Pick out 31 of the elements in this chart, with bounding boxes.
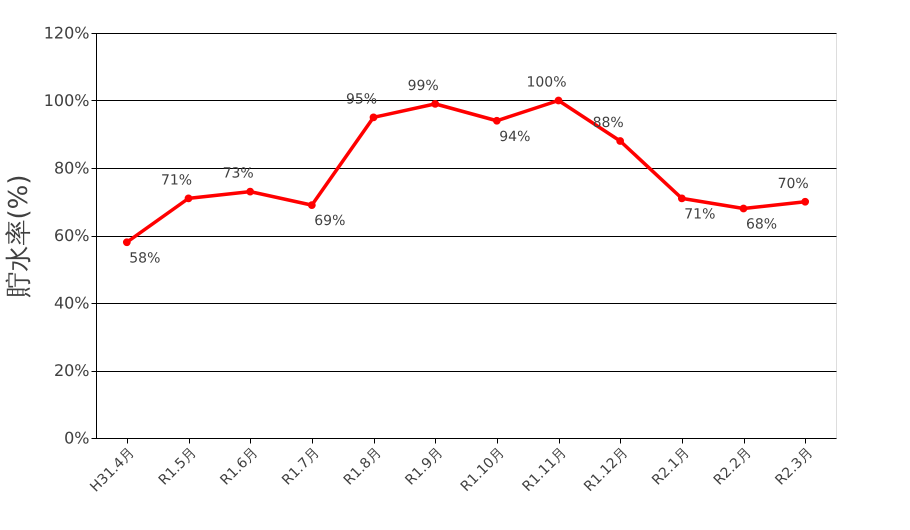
y-tick-label: 80% [54,158,90,178]
text: 71% [160,172,192,188]
point [616,137,624,145]
point [801,198,810,206]
y-tick-label: 20% [54,361,90,380]
text: 94% [499,128,530,145]
text: 58% [129,250,160,266]
point [370,114,378,122]
y-tick-label: 100% [44,91,90,110]
text: 73% [222,166,254,182]
y-axis-title: 貯水率(%) [4,174,34,298]
point [678,194,686,202]
point [122,238,131,246]
text: 100% [526,74,567,90]
point [554,96,562,104]
text: 70% [778,176,809,192]
point [246,188,254,196]
text: 71% [684,206,716,222]
text: 68% [746,216,778,232]
text: 99% [408,78,439,94]
y-tick-label: 120% [44,24,90,42]
text: 69% [314,213,346,230]
y-tick-label: 60% [54,226,90,245]
point [740,204,748,212]
y-tick-label: 40% [54,294,90,312]
y-tick-label: 0% [64,428,90,448]
text: 88% [592,115,624,131]
point [431,100,440,108]
point [308,201,316,209]
point [184,194,192,202]
point [492,116,501,125]
